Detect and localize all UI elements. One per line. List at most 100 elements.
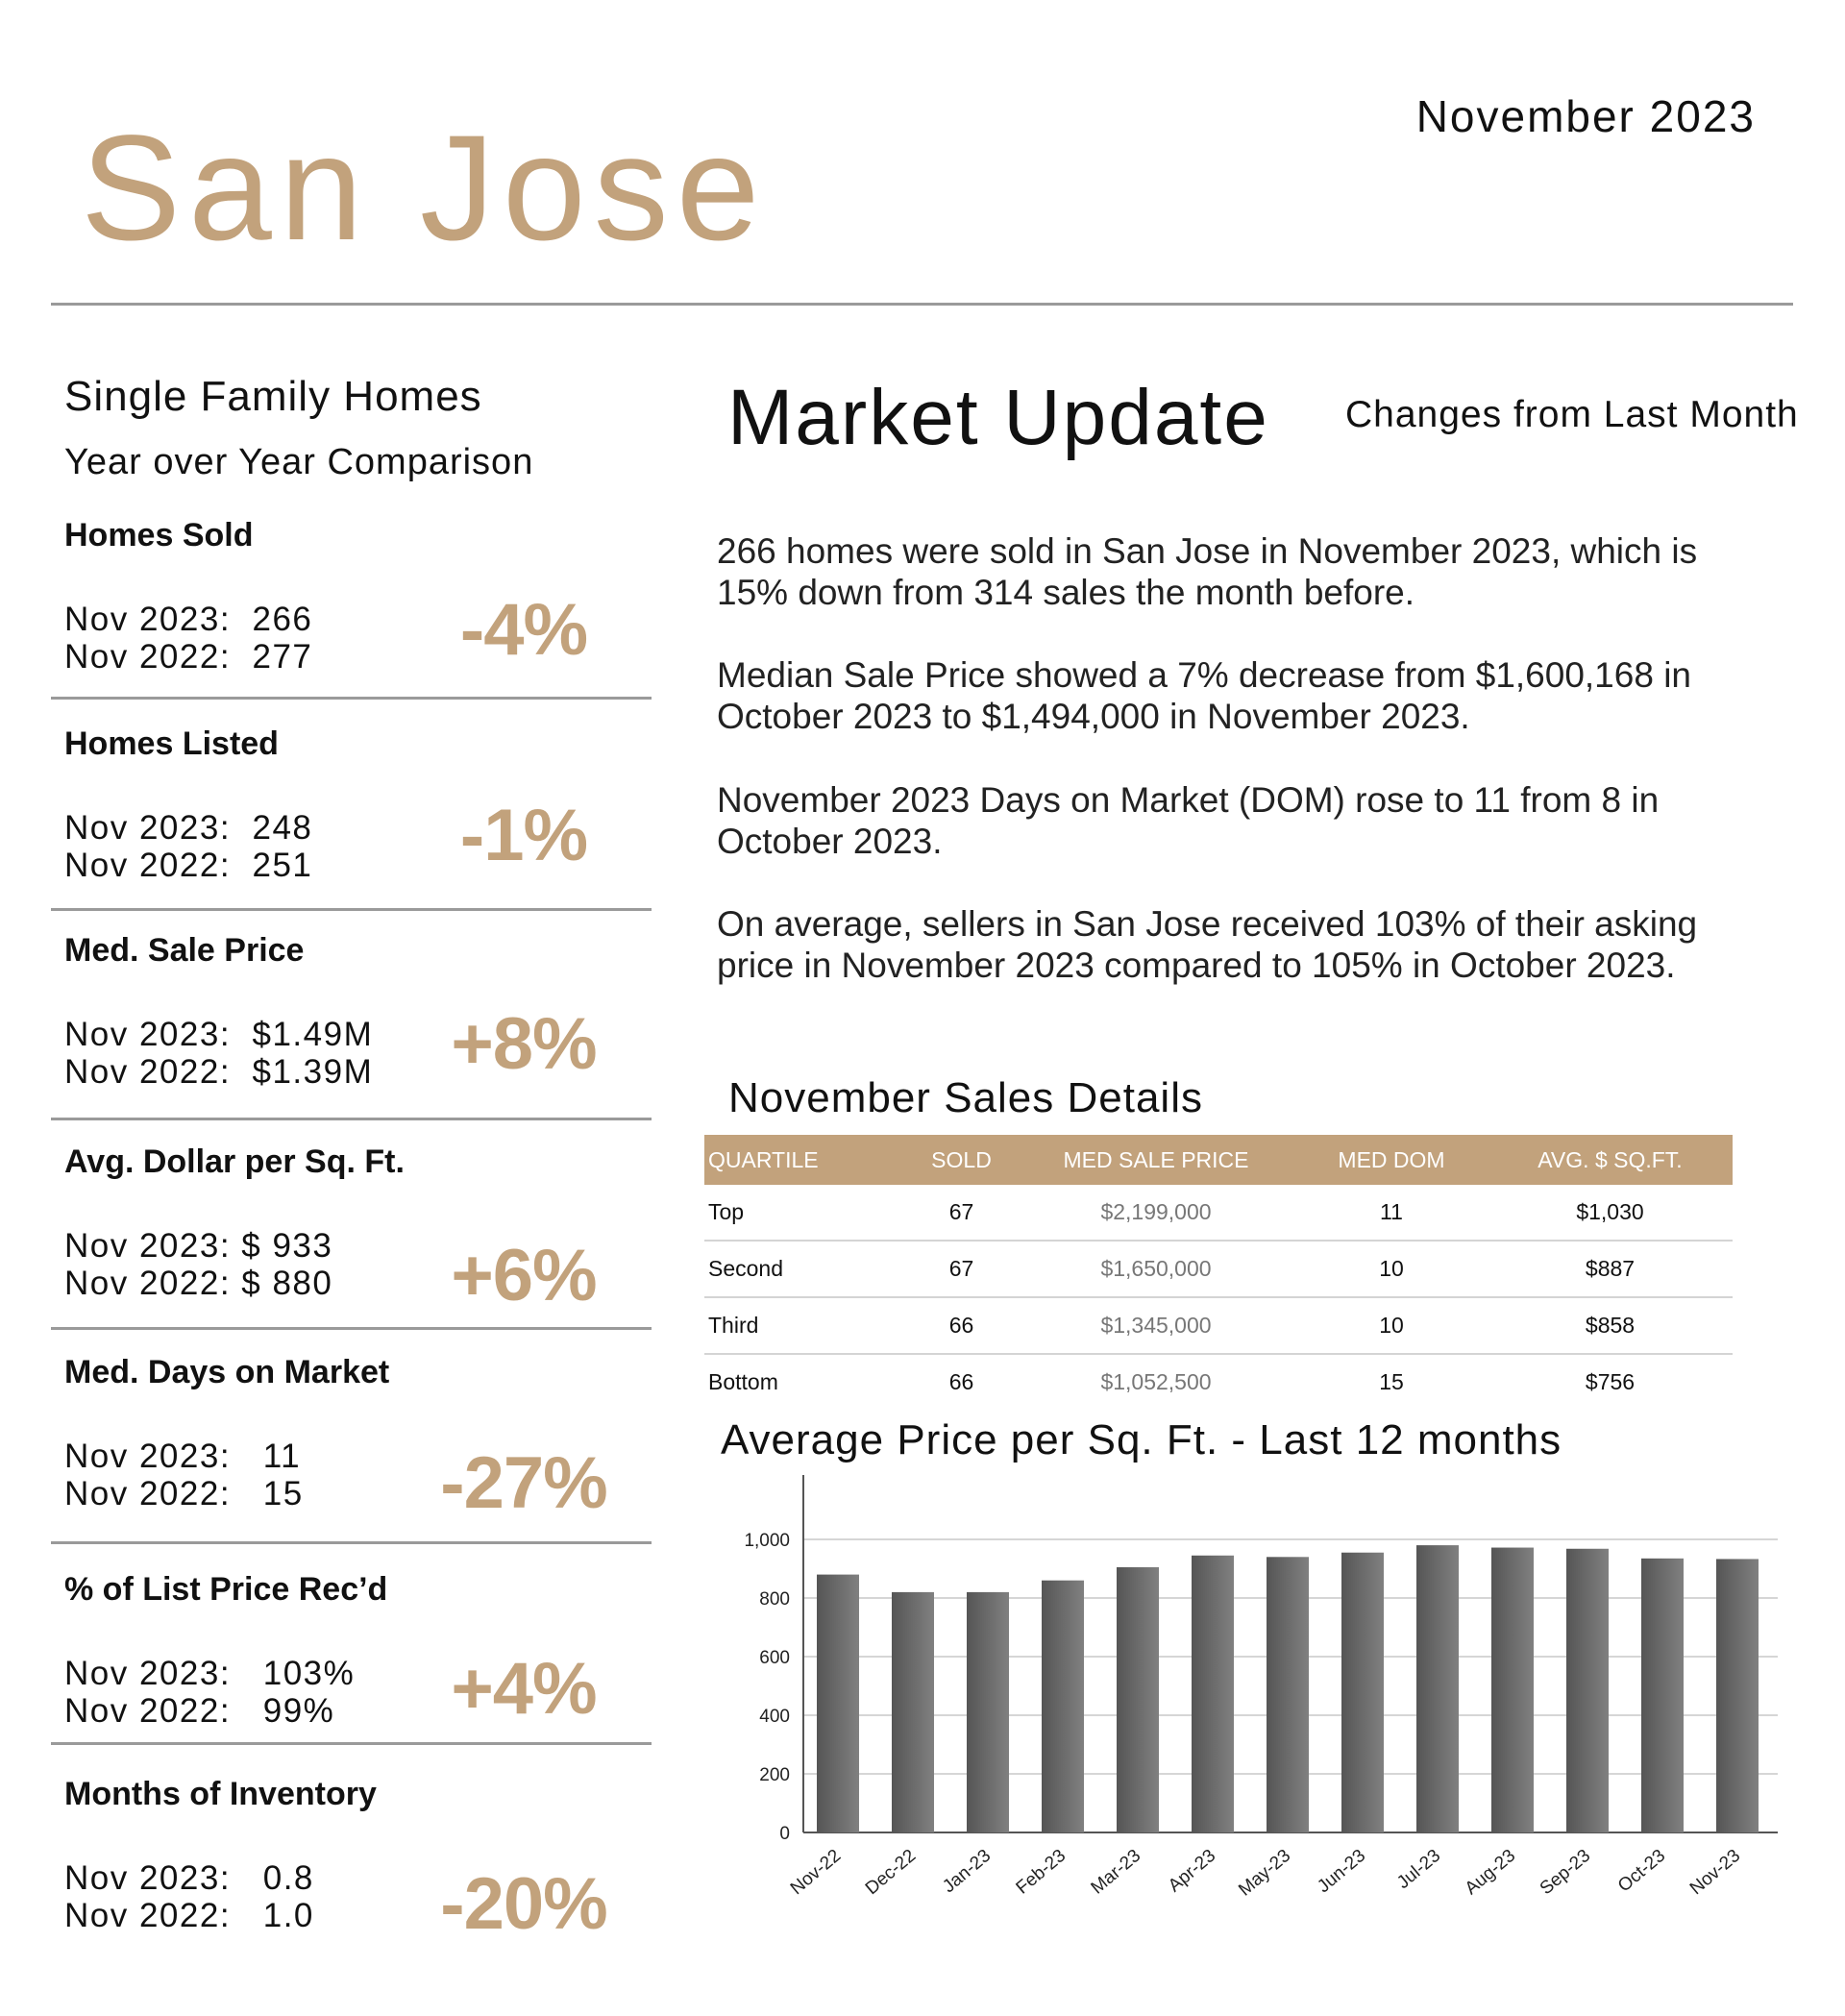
table-cell: $858 [1488, 1297, 1733, 1355]
y-tick-label: 600 [759, 1648, 790, 1668]
metric-label: % of List Price Rec’d [64, 1571, 388, 1608]
column-header: QUARTILE [704, 1135, 906, 1185]
table-cell: 67 [906, 1241, 1017, 1298]
table-row: Third 66 $1,345,000 10 $858 [704, 1297, 1733, 1355]
x-tick-label: Sep-23 [1537, 1846, 1594, 1899]
metric-prior-year: Nov 2022: $ 880 [64, 1265, 333, 1302]
metric-current-year: Nov 2023: 103% [64, 1655, 356, 1692]
x-tick-label: Aug-23 [1462, 1846, 1519, 1899]
x-tick-label: Apr-23 [1165, 1846, 1219, 1897]
metric-change-percent: +6% [451, 1235, 597, 1316]
table-cell: $1,052,500 [1100, 1369, 1212, 1394]
table-cell: 67 [906, 1185, 1017, 1242]
table-row: Second 67 $1,650,000 10 $887 [704, 1241, 1733, 1298]
table-cell: Top [704, 1185, 906, 1242]
chart-bar [817, 1574, 859, 1832]
table-cell: Bottom [708, 1369, 778, 1394]
y-tick-label: 0 [779, 1824, 790, 1844]
chart-bar [1566, 1548, 1609, 1832]
table-row: Top 67 $2,199,000 11 $1,030 [704, 1185, 1733, 1242]
x-tick-label: Oct-23 [1614, 1846, 1669, 1897]
market-paragraph: 266 homes were sold in San Jose in Novem… [717, 531, 1698, 612]
metric-prior-year: Nov 2022: 251 [64, 847, 313, 884]
chart-bar [1117, 1566, 1159, 1832]
y-tick-label: 400 [759, 1707, 790, 1727]
metric-current-year: Nov 2023: 248 [64, 809, 313, 847]
metric-divider [51, 1118, 652, 1120]
chart-title: Average Price per Sq. Ft. - Last 12 mont… [721, 1416, 1562, 1463]
chart-bar [967, 1591, 1009, 1832]
table-cell: 10 [1295, 1297, 1488, 1355]
y-tick-label: 800 [759, 1589, 790, 1610]
table-cell: $1,030 [1488, 1185, 1733, 1242]
chart-bar [1267, 1557, 1309, 1832]
metric-label: Homes Sold [64, 517, 254, 553]
y-tick-label: 1,000 [744, 1531, 790, 1551]
metric-prior-year: Nov 2022: 99% [64, 1692, 335, 1730]
metric-current-year: Nov 2023: 266 [64, 601, 313, 638]
metric-prior-year: Nov 2022: $1.39M [64, 1053, 374, 1091]
column-header: MED SALE PRICE [1017, 1135, 1295, 1185]
metric-divider [51, 1742, 652, 1745]
chart-bar [1491, 1547, 1534, 1832]
table-cell: 15 [1379, 1369, 1404, 1394]
sales-details-table: QUARTILE SOLD MED SALE PRICE MED DOM AVG… [704, 1135, 1733, 1410]
table-cell: 66 [948, 1369, 974, 1394]
metric-change-percent: +8% [451, 1003, 597, 1085]
column-header: SOLD [906, 1135, 1017, 1185]
x-tick-label: Jul-23 [1393, 1846, 1444, 1893]
table-cell: 10 [1295, 1241, 1488, 1298]
table-header-row: QUARTILE SOLD MED SALE PRICE MED DOM AVG… [704, 1135, 1733, 1185]
x-tick-label: Jun-23 [1314, 1846, 1369, 1897]
x-tick-label: Feb-23 [1013, 1846, 1070, 1899]
chart-bar [892, 1591, 934, 1832]
report-month: November 2023 [1415, 91, 1756, 141]
metric-prior-year: Nov 2022: 15 [64, 1475, 304, 1512]
sales-details-title: November Sales Details [728, 1074, 1203, 1121]
metric-prior-year: Nov 2022: 1.0 [64, 1897, 314, 1934]
metric-current-year: Nov 2023: $1.49M [64, 1016, 374, 1053]
metric-label: Med. Days on Market [64, 1354, 390, 1390]
metric-change-percent: -27% [440, 1442, 607, 1524]
chart-bar [1416, 1545, 1459, 1832]
left-section-title: Single Family Homes [64, 373, 482, 420]
y-tick-label: 200 [759, 1765, 790, 1785]
x-tick-label: Jan-23 [939, 1846, 995, 1897]
table-cell: $2,199,000 [1017, 1185, 1295, 1242]
metric-change-percent: -20% [440, 1863, 607, 1945]
chart-bar [1192, 1555, 1234, 1832]
metric-prior-year: Nov 2022: 277 [64, 638, 313, 676]
chart-bar [1641, 1558, 1684, 1832]
header-divider [51, 303, 1793, 306]
x-tick-label: May-23 [1235, 1846, 1294, 1901]
metric-change-percent: -1% [459, 795, 588, 876]
market-paragraph: Median Sale Price showed a 7% decrease f… [717, 655, 1691, 736]
metric-divider [51, 697, 652, 700]
table-cell: $756 [1585, 1369, 1636, 1394]
metric-divider [51, 1327, 652, 1330]
table-cell: 11 [1295, 1185, 1488, 1242]
column-header: MED DOM [1295, 1135, 1488, 1185]
table-cell: Second [704, 1241, 906, 1298]
chart-bar [1042, 1580, 1084, 1832]
x-tick-label: Nov-23 [1686, 1846, 1744, 1899]
price-per-sqft-chart: 0 200 400 600 800 1,000 Nov-22 Dec-22 Jan-23 Feb-… [744, 1475, 1778, 1901]
market-paragraph: On average, sellers in San Jose received… [717, 904, 1698, 985]
metric-label: Homes Listed [64, 725, 279, 762]
table-cell: $1,345,000 [1017, 1297, 1295, 1355]
market-paragraph: November 2023 Days on Market (DOM) rose … [717, 780, 1660, 861]
x-tick-label: Dec-22 [862, 1846, 920, 1899]
chart-bar [1716, 1559, 1759, 1832]
city-title: San Jose [81, 105, 768, 272]
column-header: AVG. $ SQ.FT. [1488, 1135, 1733, 1185]
table-cell: Third [704, 1297, 906, 1355]
metric-label: Avg. Dollar per Sq. Ft. [64, 1143, 405, 1180]
table-row: Bottom 66 $1,052,500 15 $756 [704, 1354, 1733, 1410]
left-section-subtitle: Year over Year Comparison [64, 442, 534, 482]
changes-label: Changes from Last Month [1345, 394, 1799, 435]
metric-current-year: Nov 2023: 11 [64, 1438, 302, 1475]
metric-label: Med. Sale Price [64, 932, 305, 969]
metric-label: Months of Inventory [64, 1776, 377, 1812]
metric-current-year: Nov 2023: 0.8 [64, 1859, 314, 1897]
table-cell: $887 [1488, 1241, 1733, 1298]
